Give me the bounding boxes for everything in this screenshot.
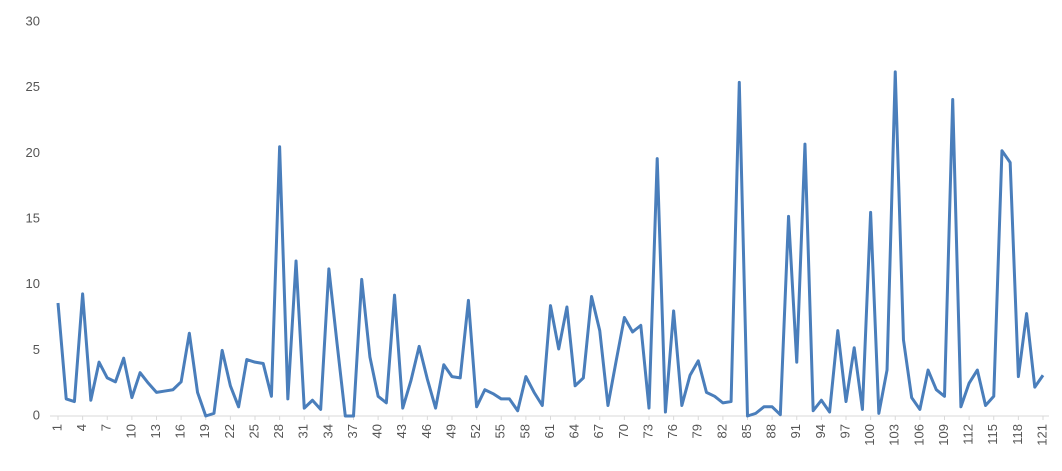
y-tick-label: 15 [26, 210, 40, 225]
x-tick-label: 115 [985, 424, 1000, 445]
line [56, 70, 1045, 418]
x-tick-label: 85 [739, 424, 754, 438]
x-tick-label: 94 [813, 424, 828, 438]
x-tick-label: 34 [320, 424, 335, 438]
x-tick-label: 16 [173, 424, 188, 438]
x-tick-label: 52 [468, 424, 483, 438]
x-tick-label: 106 [911, 424, 926, 446]
x-tick-label: 31 [296, 424, 311, 438]
y-tick-label: 0 [33, 407, 40, 422]
x-tick-label: 103 [887, 424, 902, 446]
x-tick-label: 64 [567, 424, 582, 438]
x-tick-label: 4 [74, 424, 89, 431]
x-tick-label: 73 [640, 424, 655, 438]
x-tick-label: 79 [690, 424, 705, 438]
y-tick-label: 30 [26, 13, 40, 28]
x-tick-label: 118 [1010, 424, 1025, 445]
x-tick-label: 121 [1034, 424, 1049, 446]
y-tick-label: 5 [33, 342, 40, 357]
x-tick-label: 100 [862, 424, 877, 446]
x-tick-label: 58 [517, 424, 532, 438]
x-tick-label: 40 [370, 424, 385, 438]
x-tick-label: 22 [222, 424, 237, 438]
y-tick-label: 10 [26, 276, 40, 291]
x-tick-label: 109 [936, 424, 951, 446]
x-tick-label: 61 [542, 424, 557, 438]
x-tick-label: 46 [419, 424, 434, 438]
x-tick-label: 76 [665, 424, 680, 438]
x-tick-label: 67 [591, 424, 606, 438]
x-tick-label: 91 [788, 424, 803, 438]
x-tick-label: 28 [271, 424, 286, 438]
x-tick-label: 82 [714, 424, 729, 438]
x-tick-label: 97 [837, 424, 852, 438]
x-tick-label: 1 [49, 424, 64, 431]
x-tick-label: 13 [148, 424, 163, 438]
x-tick-label: 112 [961, 424, 976, 445]
x-tick-label: 7 [99, 424, 114, 431]
y-tick-label: 20 [26, 145, 40, 160]
x-tick-label: 43 [394, 424, 409, 438]
x-tick-label: 49 [443, 424, 458, 438]
x-tick-label: 10 [123, 424, 138, 438]
x-tick-label: 88 [764, 424, 779, 438]
x-tick-label: 55 [493, 424, 508, 438]
x-tick-label: 70 [616, 424, 631, 438]
y-tick-label: 25 [26, 79, 40, 94]
x-tick-label: 25 [246, 424, 261, 438]
x-tick-label: 37 [345, 424, 360, 438]
x-tick-label: 19 [197, 424, 212, 438]
